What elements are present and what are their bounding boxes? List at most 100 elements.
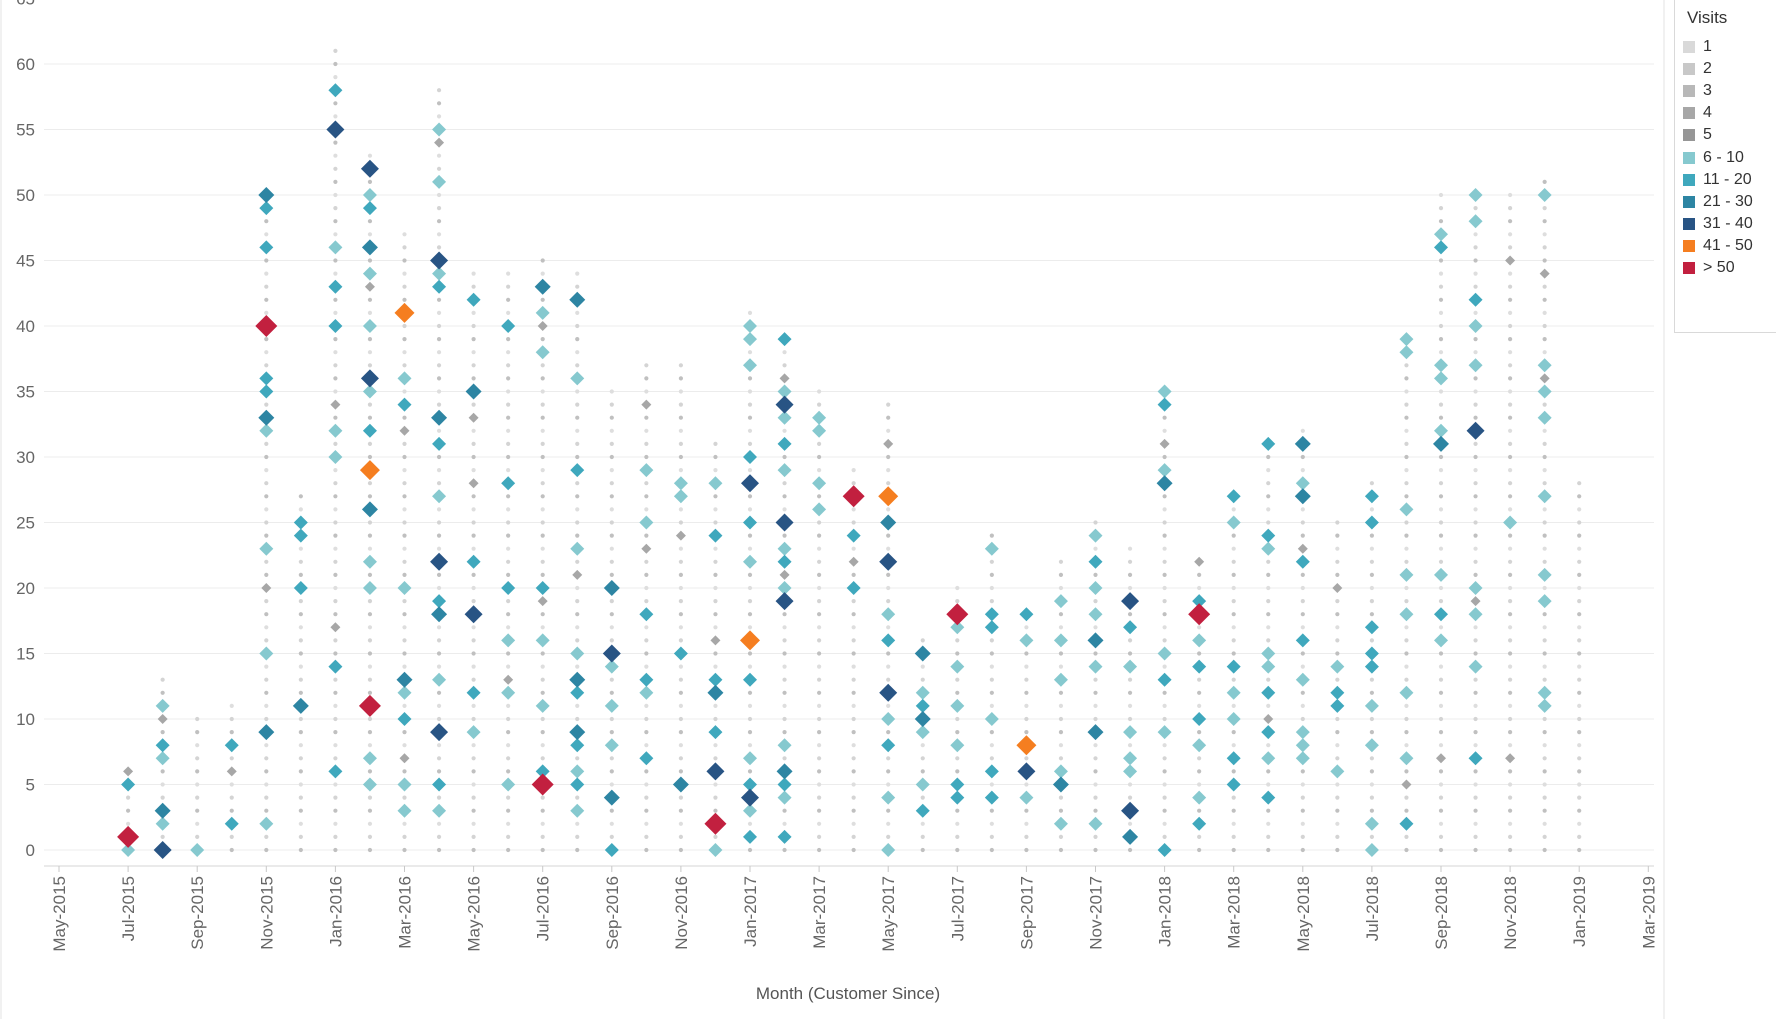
marker-11-20 [328,764,343,779]
low-visit-dot [471,402,476,407]
low-visit-dot [333,585,338,591]
low-visit-dot [367,834,373,840]
marker-11-20 [501,319,516,333]
y-tick-label: 20 [16,579,35,598]
low-visit-dot [1093,782,1098,787]
marker-11-20 [1261,685,1276,700]
marker-4 [330,399,341,410]
low-visit-dot [436,219,442,224]
low-visit-dot [1577,782,1582,787]
low-visit-dot [1127,743,1133,748]
low-visit-dot [1508,808,1513,813]
low-visit-dot [747,507,753,512]
low-visit-dot [1404,769,1409,774]
low-visit-dot [1162,546,1167,551]
low-visit-dot [506,337,511,342]
low-visit-dot [1093,572,1098,578]
low-visit-dot [1473,415,1478,420]
marker-6-10 [1537,685,1552,700]
low-visit-dot [644,821,649,826]
low-visit-dot [1473,507,1478,512]
marker-11-20 [881,633,896,648]
low-visit-dot [1231,834,1236,840]
low-visit-dot [886,651,891,656]
low-visit-dot [1024,847,1029,853]
low-visit-dot [1300,585,1305,591]
low-visit-dot [1542,769,1547,774]
low-visit-dot [1093,756,1098,761]
low-visit-dot [1508,638,1513,643]
low-visit-dot [436,101,442,106]
low-visit-dot [298,638,303,643]
low-visit-dot [1438,690,1444,695]
low-visit-dot [817,533,822,538]
x-tick-label: Jan-2017 [741,876,760,947]
low-visit-dot [506,651,511,656]
low-visit-dot [644,494,649,499]
low-visit-dot [1335,520,1340,525]
low-visit-dot [402,651,407,656]
low-visit-dot [1369,585,1374,591]
low-visit-dot [575,363,580,368]
low-visit-dot [1024,756,1029,761]
low-visit-dot [955,808,960,813]
low-visit-dot [782,821,787,826]
low-visit-dot [1024,651,1029,656]
marker-6-10 [1537,410,1552,425]
low-visit-dot [1127,559,1133,564]
low-visit-dot [644,808,649,813]
low-visit-dot [1127,585,1133,591]
y-axis-tick-labels: 05101520253035404550556065 [16,0,35,860]
low-visit-dot [1335,834,1340,840]
low-visit-dot [955,834,960,840]
marker-11-20 [328,83,343,98]
low-visit-dot [1473,402,1478,407]
low-visit-dot [402,664,407,669]
low-visit-dot [264,625,269,630]
marker-6-10 [501,777,516,792]
low-visit-dot [1508,350,1513,355]
low-visit-dot [367,821,373,826]
low-visit-dot [506,795,511,800]
marker-11-20 [328,319,343,333]
marker-6-10 [432,266,447,281]
low-visit-dot [1473,258,1478,263]
low-visit-dot [1508,782,1513,787]
low-visit-dot [540,808,545,813]
low-visit-dot [506,716,511,722]
low-visit-dot [1300,520,1305,525]
low-visit-dot [1093,847,1098,853]
marker-11-20 [328,659,343,674]
marker-4 [537,321,548,331]
low-visit-dot [609,612,614,617]
low-visit-dot [1369,782,1374,787]
low-visit-dot [333,232,338,237]
low-visit-dot [471,271,476,276]
low-visit-dot [851,769,856,774]
low-visit-dot [1058,808,1064,813]
low-visit-dot [1093,834,1098,840]
low-visit-dot [609,808,614,813]
low-visit-dot [1438,625,1444,630]
low-visit-dot [644,834,649,840]
low-visit-dot [1266,572,1271,578]
low-visit-dot [575,337,580,342]
low-visit-dot [1197,808,1202,813]
low-visit-dot [195,782,200,787]
low-visit-dot [1300,454,1305,460]
low-visit-dot [471,363,476,368]
low-visit-dot [609,533,614,538]
low-visit-dot [506,297,511,302]
low-visit-dot [540,363,545,368]
low-visit-dot [678,690,684,695]
low-visit-dot [264,271,269,276]
low-visit-dot [575,271,580,276]
marker-6-10 [1399,502,1414,517]
low-visit-dot [1508,612,1513,617]
legend-swatch [1683,107,1695,120]
low-visit-dot [436,585,442,591]
marker-21-30 [361,239,378,256]
low-visit-dot [1508,337,1513,342]
marker-6-10 [777,738,792,753]
marker-6-10 [362,581,377,595]
